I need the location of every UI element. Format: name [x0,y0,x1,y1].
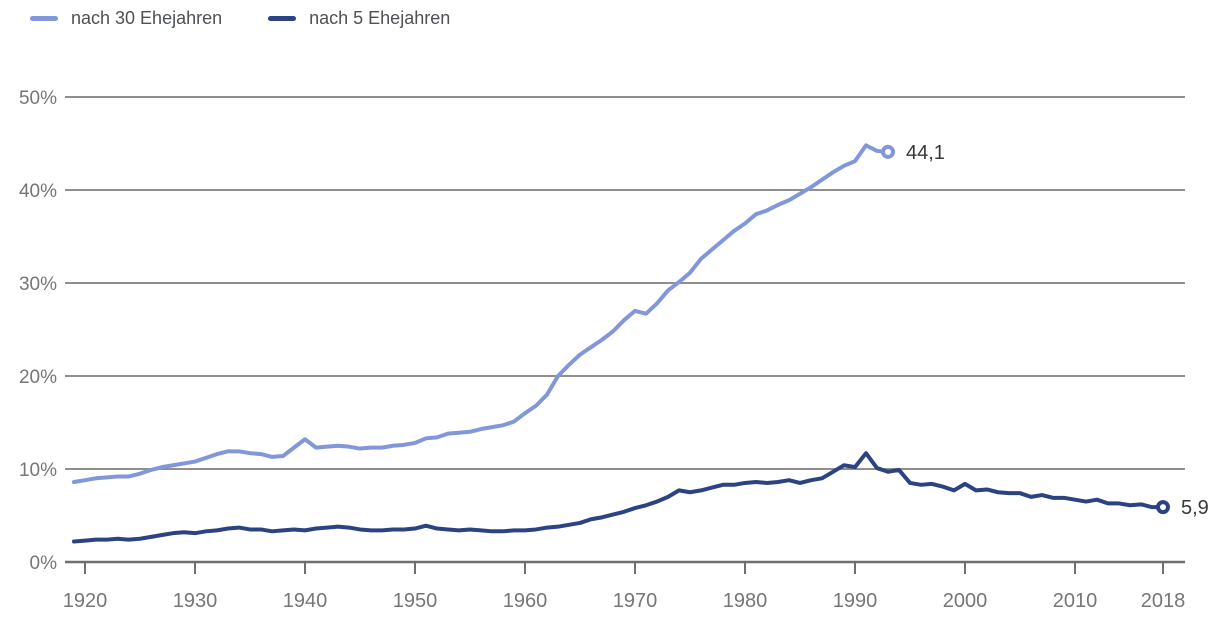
series-end-value-label: 5,9 [1181,497,1209,519]
x-axis-tick-label: 1970 [613,590,658,612]
series-line-nach-5-ehejahren [72,451,1165,544]
x-axis-tick-label: 1950 [393,590,438,612]
y-axis-tick-label: 10% [19,460,57,481]
legend-swatch-icon [30,15,58,21]
y-axis-tick-label: 0% [30,553,58,574]
x-axis-tick-label: 1980 [723,590,768,612]
legend-label: nach 30 Ehejahren [71,8,223,28]
legend-item-nach-30-ehejahren: nach 30 Ehejahren [30,6,222,30]
chart-legend: nach 30 Ehejahren nach 5 Ehejahren [30,6,450,30]
series-line-nach-30-ehejahren [72,143,890,485]
x-axis-tick-label: 1990 [833,590,878,612]
x-axis-tick-label: 1960 [503,590,548,612]
x-axis-tick-label: 1920 [63,590,108,612]
x-axis-tick-label: 2018 [1141,590,1186,612]
x-axis-tick-label: 1930 [173,590,218,612]
y-axis-tick-label: 20% [19,367,57,388]
legend-item-nach-5-ehejahren: nach 5 Ehejahren [268,6,450,30]
legend-label: nach 5 Ehejahren [309,8,451,28]
series-end-marker [881,144,895,159]
y-axis-tick-label: 50% [19,88,57,109]
x-axis-tick-label: 2000 [943,590,988,612]
series-end-value-label: 44,1 [906,142,945,164]
y-axis-tick-label: 30% [19,274,57,295]
y-axis-tick-label: 40% [19,181,57,202]
legend-swatch-icon [268,15,297,21]
x-axis-tick-label: 2010 [1053,590,1098,612]
x-axis-tick-label: 1940 [283,590,328,612]
series-end-marker [1156,500,1170,515]
